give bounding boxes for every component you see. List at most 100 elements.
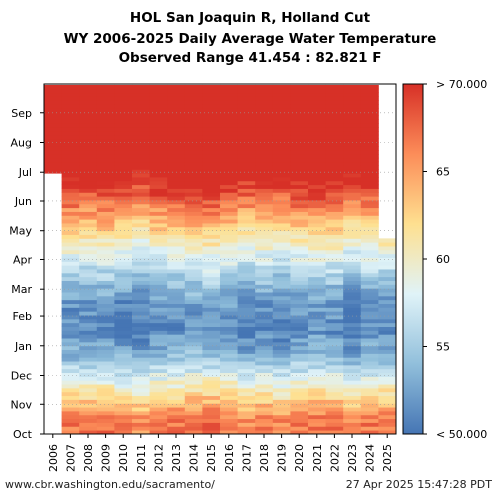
heatmap-cell <box>272 391 291 397</box>
heatmap-cell <box>360 238 379 243</box>
heatmap-cell <box>237 200 256 205</box>
heatmap-cell <box>343 207 362 212</box>
chart-title-line1: HOL San Joaquin R, Holland Cut <box>129 10 371 26</box>
heatmap-cell <box>44 104 62 109</box>
heatmap-cell <box>255 353 274 358</box>
heatmap-cell <box>325 200 344 205</box>
heatmap-cell <box>360 142 379 147</box>
heatmap-cell <box>308 265 326 270</box>
heatmap-cell <box>114 196 133 201</box>
heatmap-cell <box>149 307 168 312</box>
heatmap-cell <box>44 84 62 90</box>
heatmap-cell <box>202 395 221 400</box>
heatmap-cell <box>132 84 150 90</box>
heatmap-cell <box>290 376 309 381</box>
heatmap-cell <box>343 177 362 182</box>
heatmap-cell <box>202 165 221 170</box>
heatmap-cell <box>237 184 256 189</box>
heatmap-cell <box>79 330 98 335</box>
heatmap-cell <box>79 146 98 151</box>
heatmap-cell <box>272 253 291 258</box>
heatmap-cell <box>96 322 115 328</box>
heatmap-cell <box>237 384 256 389</box>
heatmap-cell <box>79 249 98 255</box>
heatmap-cell <box>167 242 186 247</box>
heatmap-cell <box>202 345 221 351</box>
heatmap-cell <box>255 223 274 228</box>
heatmap-cell <box>184 399 203 404</box>
heatmap-cell <box>220 219 238 224</box>
heatmap-cell <box>220 372 238 377</box>
heatmap-cell <box>272 368 291 374</box>
heatmap-cell <box>202 196 221 201</box>
heatmap-cell <box>202 261 221 266</box>
heatmap-cell <box>360 288 379 293</box>
heatmap-cell <box>343 361 362 366</box>
heatmap-cell <box>220 322 238 328</box>
heatmap-cell <box>79 284 98 289</box>
heatmap-cell <box>220 338 238 343</box>
heatmap-cell <box>96 188 115 193</box>
heatmap-cell <box>96 361 115 366</box>
heatmap-cell <box>220 376 238 381</box>
heatmap-cell <box>290 318 309 324</box>
heatmap-cell <box>167 96 186 101</box>
heatmap-cell <box>237 165 256 170</box>
heatmap-cell <box>61 318 80 324</box>
heatmap-cell <box>184 410 203 416</box>
heatmap-cell <box>79 403 98 408</box>
heatmap-cell <box>149 146 168 151</box>
heatmap-cell <box>308 384 326 389</box>
heatmap-cell <box>237 361 256 366</box>
heatmap-cell <box>149 345 168 351</box>
heatmap-cell <box>290 203 309 209</box>
heatmap-cell <box>272 146 291 151</box>
heatmap-cell <box>255 138 274 143</box>
heatmap-cell <box>79 211 98 216</box>
heatmap-cell <box>255 418 274 423</box>
heatmap-cell <box>237 311 256 316</box>
heatmap-cell <box>61 123 80 128</box>
heatmap-cell <box>132 115 150 120</box>
heatmap-cell <box>132 253 150 258</box>
heatmap-cell <box>308 196 326 201</box>
heatmap-cell <box>255 226 274 232</box>
heatmap-cell <box>61 177 80 182</box>
heatmap-cell <box>149 223 168 228</box>
heatmap-cell <box>132 303 150 308</box>
heatmap-cell <box>325 311 344 316</box>
heatmap-cell <box>220 96 238 101</box>
heatmap-cell <box>79 391 98 397</box>
heatmap-cell <box>220 330 238 335</box>
heatmap-cell <box>132 157 150 163</box>
heatmap-cell <box>167 318 186 324</box>
heatmap-cell <box>308 292 326 297</box>
heatmap-cell <box>308 376 326 381</box>
heatmap-cell <box>184 219 203 224</box>
heatmap-cell <box>79 150 98 155</box>
heatmap-cell <box>114 207 133 212</box>
heatmap-cell <box>378 395 397 400</box>
heatmap-cell <box>272 361 291 366</box>
heatmap-cell <box>325 284 344 289</box>
heatmap-cell <box>96 330 115 335</box>
heatmap-cell <box>360 165 379 170</box>
heatmap-cell <box>255 376 274 381</box>
heatmap-cell <box>202 249 221 255</box>
source-url[interactable]: www.cbr.washington.edu/sacramento/ <box>5 478 215 491</box>
heatmap-cell <box>44 134 62 140</box>
heatmap-cell <box>61 230 80 235</box>
heatmap-cell <box>343 238 362 243</box>
heatmap-cell <box>149 180 168 186</box>
heatmap-cell <box>61 395 80 400</box>
heatmap-cell <box>290 276 309 281</box>
heatmap-cell <box>114 284 133 289</box>
heatmap-cell <box>325 242 344 247</box>
heatmap-cell <box>167 418 186 423</box>
heatmap-cell <box>149 207 168 212</box>
heatmap-cell <box>360 403 379 408</box>
heatmap-cell <box>360 422 379 427</box>
heatmap-cell <box>325 410 344 416</box>
heatmap-cell <box>149 403 168 408</box>
heatmap-cell <box>79 238 98 243</box>
